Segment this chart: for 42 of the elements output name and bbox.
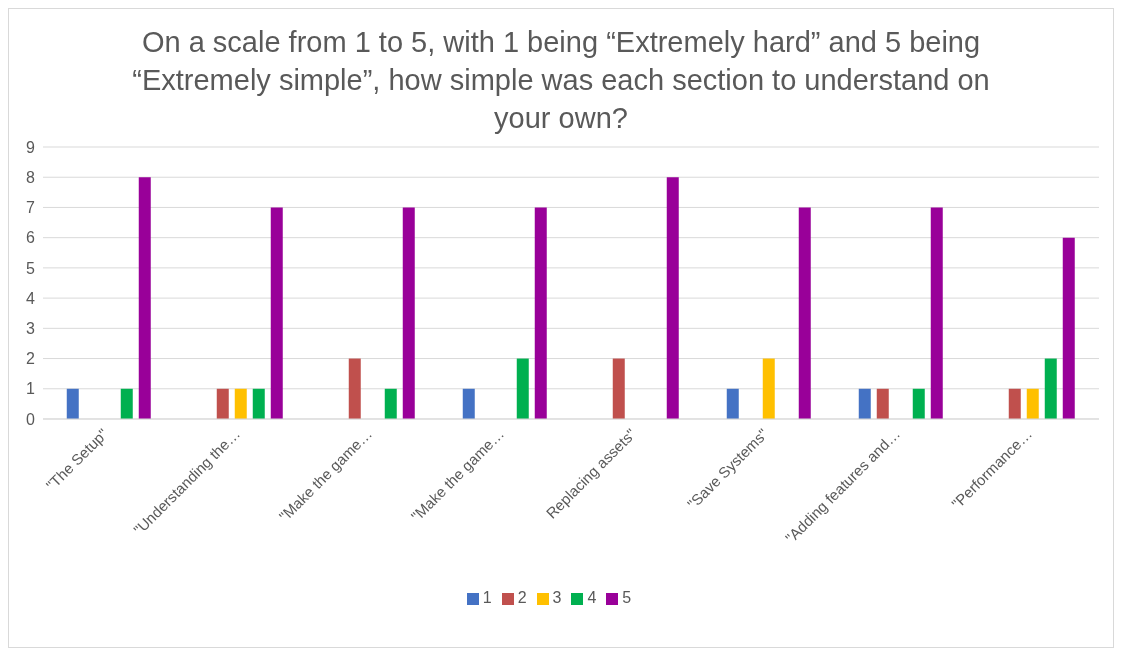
- legend-label: 1: [482, 589, 492, 606]
- bar: [234, 388, 247, 419]
- y-tick-label: 4: [26, 289, 36, 307]
- bar: [612, 358, 625, 419]
- bar: [1062, 237, 1075, 419]
- legend-label: 3: [552, 589, 562, 606]
- bar: [402, 207, 415, 419]
- chart-title: On a scale from 1 to 5, with 1 being “Extremely hard” and 5 being “Extremely simple”, how simple was each section to understand on your own?: [131, 25, 991, 136]
- bar: [516, 358, 529, 419]
- bar: [666, 177, 679, 419]
- y-tick-label: 8: [26, 168, 36, 186]
- bar: [876, 388, 889, 419]
- bar: [348, 358, 361, 419]
- bar: [216, 388, 229, 419]
- bar: [798, 207, 811, 419]
- y-tick-label: 1: [26, 380, 36, 398]
- bar: [1008, 388, 1021, 419]
- y-tick-label: 7: [26, 199, 36, 217]
- bar: [930, 207, 943, 419]
- bar: [762, 358, 775, 419]
- y-tick-label: 3: [26, 320, 36, 338]
- bar: [912, 388, 925, 419]
- legend-label: 2: [517, 589, 527, 606]
- legend-label: 5: [622, 589, 632, 606]
- y-tick-label: 9: [26, 138, 36, 156]
- bar: [384, 388, 397, 419]
- legend-label: 4: [587, 589, 597, 606]
- bar: [120, 388, 133, 419]
- bar: [534, 207, 547, 419]
- bar: [66, 388, 79, 419]
- bar: [1026, 388, 1039, 419]
- bar: [252, 388, 265, 419]
- bar: [858, 388, 871, 419]
- y-tick-label: 6: [26, 229, 36, 247]
- bar: [270, 207, 283, 419]
- y-tick-label: 5: [26, 259, 36, 277]
- bar: [462, 388, 475, 419]
- bar: [1044, 358, 1057, 419]
- y-tick-label: 2: [26, 350, 36, 368]
- y-tick-label: 0: [26, 410, 36, 428]
- bar: [726, 388, 739, 419]
- bar: [138, 177, 151, 419]
